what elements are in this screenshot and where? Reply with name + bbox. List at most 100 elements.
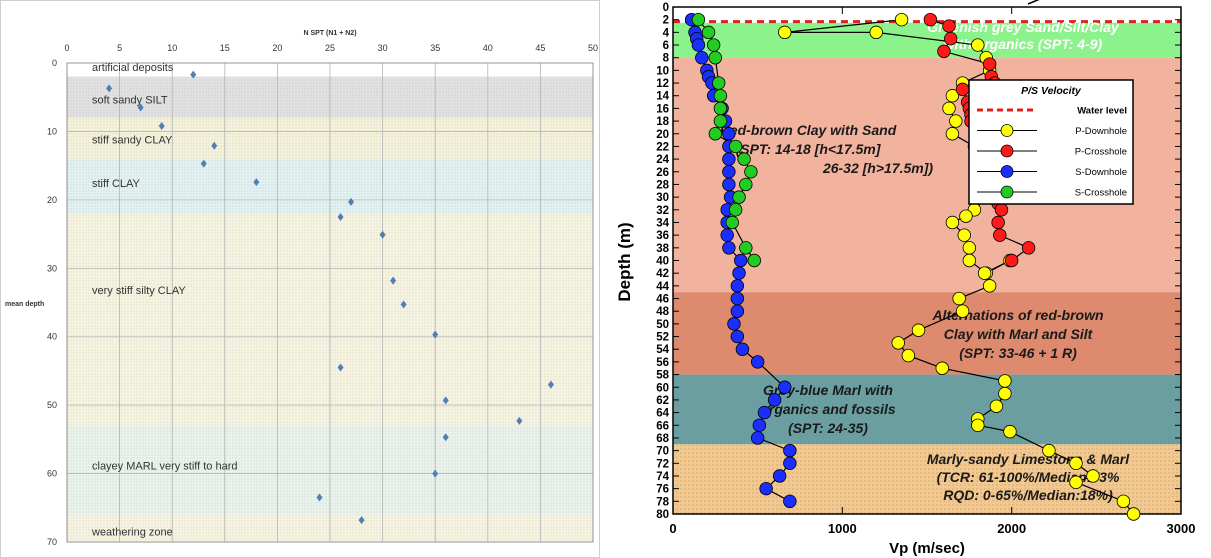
x-tick-label: 40 — [483, 43, 493, 53]
data-point-marker — [712, 76, 726, 90]
data-point-marker — [737, 152, 751, 166]
y-tick-label: 70 — [47, 537, 57, 547]
data-point-marker — [722, 127, 736, 141]
layer-label: artificial deposits — [92, 62, 174, 74]
data-point-marker — [959, 209, 973, 223]
legend-marker — [1000, 144, 1014, 158]
data-point-marker — [772, 469, 787, 483]
y-tick-label: 76 — [656, 484, 669, 496]
data-point-marker — [390, 276, 397, 285]
layer-annotation: (SPT: 33-46 + 1 R) — [959, 345, 1077, 361]
y-tick-label: 16 — [656, 103, 669, 115]
x-tick-label: 5 — [117, 43, 122, 53]
data-point-marker — [348, 197, 355, 206]
y-tick-label: 74 — [656, 471, 669, 483]
velocity-depth-chart: 0246810121416182022242628303234363840424… — [615, 0, 1195, 557]
data-point-marker — [1116, 494, 1131, 509]
data-point-marker — [1069, 456, 1083, 471]
data-point-marker — [977, 266, 992, 280]
data-point-marker — [971, 418, 985, 432]
data-point-marker — [1069, 475, 1083, 490]
data-point-marker — [949, 114, 963, 128]
y-tick-label: 60 — [656, 382, 669, 394]
data-point-marker — [739, 241, 753, 255]
data-point-marker — [962, 253, 977, 268]
data-point-marker — [432, 469, 439, 478]
data-point-marker — [750, 355, 765, 369]
layer-annotation: Grey-blue Marl with — [763, 382, 893, 398]
data-point-marker — [379, 230, 386, 239]
layer-annotation: Red-brown Clay with Sand — [720, 122, 897, 138]
y-tick-label: 30 — [47, 263, 57, 273]
right-chart-panel: 0 2 4 6 8 10 12 14 16 18 20 22 24 26 28 30 32 34 36 38 40 42 4… — [608, 0, 1211, 558]
data-point-marker — [706, 38, 721, 52]
data-point-marker — [894, 12, 909, 27]
data-point-marker — [778, 380, 792, 394]
y-axis-label: mean depth — [5, 301, 44, 308]
data-point-marker — [783, 443, 797, 458]
y-tick-label: 14 — [656, 91, 669, 103]
y-tick-label: 38 — [656, 243, 669, 255]
data-point-marker — [137, 103, 144, 112]
data-point-marker — [547, 380, 554, 389]
data-point-marker — [869, 25, 883, 40]
data-point-marker — [783, 494, 797, 509]
data-point-marker — [158, 121, 165, 130]
x-tick-label: 20 — [272, 43, 282, 53]
data-point-marker — [998, 374, 1012, 388]
data-point-marker — [739, 177, 753, 192]
data-point-marker — [701, 25, 716, 40]
y-tick-label: 60 — [47, 469, 57, 479]
data-point-marker — [993, 228, 1007, 242]
data-point-marker — [759, 481, 773, 496]
data-point-marker — [732, 266, 746, 280]
legend-item-label: P-Downhole — [1075, 126, 1127, 137]
left-chart-panel: 0 5 10 15 20 25 30 35 40 45 50 0 10 20 30 40 50 60 70 N SPT… — [0, 0, 600, 558]
data-point-marker — [400, 300, 407, 309]
layer-annotation: 26-32 [h>17.5m]) — [822, 160, 933, 176]
x-tick-label: 0 — [64, 43, 69, 53]
data-point-marker — [901, 348, 916, 363]
data-point-marker — [337, 212, 344, 221]
y-tick-label: 52 — [656, 332, 669, 344]
data-point-marker — [998, 386, 1012, 401]
layer-band — [673, 374, 1181, 445]
x-tick-label: 2000 — [997, 521, 1026, 536]
x-tick-label: 10 — [167, 43, 177, 53]
y-tick-label: 66 — [656, 420, 669, 432]
data-point-marker — [952, 291, 966, 306]
data-point-marker — [750, 431, 765, 445]
x-tick-label: 0 — [669, 521, 676, 536]
data-point-marker — [945, 127, 960, 141]
x-tick-label: 35 — [430, 43, 440, 53]
spt-depth-chart: 0 5 10 15 20 25 30 35 40 45 50 0 10 20 30 40 50 60 70 N SPT… — [5, 30, 598, 547]
data-point-marker — [211, 141, 218, 150]
y-axis-label: Depth (m) — [615, 222, 634, 301]
legend-marker — [1000, 185, 1014, 199]
x-tick-label: 45 — [535, 43, 545, 53]
layer-label: soft sandy SILT — [92, 94, 168, 106]
data-point-marker — [730, 304, 745, 318]
data-point-marker — [442, 433, 449, 442]
y-tick-label: 10 — [47, 126, 57, 136]
data-point-marker — [730, 279, 745, 293]
data-point-marker — [945, 215, 960, 230]
layer-annotation: organics and fossils — [760, 401, 896, 417]
data-point-marker — [725, 215, 739, 230]
layer-label: stiff CLAY — [92, 178, 141, 190]
data-point-marker — [190, 70, 197, 79]
data-point-marker — [778, 25, 792, 40]
data-point-marker — [442, 396, 449, 405]
layer-label: clayey MARL very stiff to hard — [92, 460, 238, 472]
data-point-marker — [942, 101, 956, 116]
layer-annotation: Greenish grey Sand/Silt/Clay — [927, 19, 1120, 35]
data-point-marker — [1126, 507, 1141, 521]
data-point-marker — [783, 456, 797, 471]
data-point-marker — [989, 399, 1004, 413]
data-point-marker — [962, 241, 977, 255]
y-tick-label: 50 — [47, 400, 57, 410]
y-tick-label: 64 — [656, 408, 669, 420]
data-point-marker — [1086, 469, 1100, 483]
data-point-marker — [727, 317, 741, 331]
y-tick-label: 30 — [656, 192, 669, 204]
